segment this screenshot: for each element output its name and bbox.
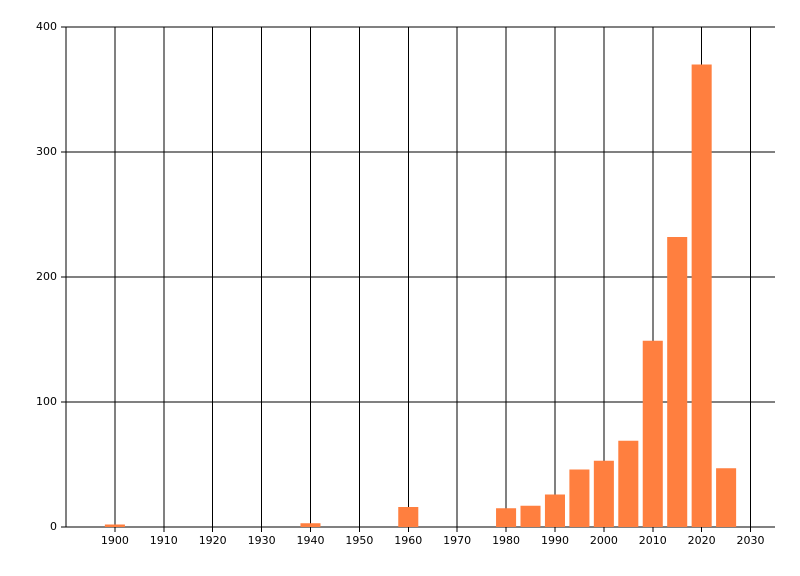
bar — [691, 64, 712, 527]
bar — [520, 505, 541, 527]
bar — [593, 460, 614, 527]
x-tick-label: 1930 — [248, 534, 276, 547]
x-tick-label: 1960 — [394, 534, 422, 547]
bar — [642, 340, 663, 527]
y-tick-label: 0 — [50, 520, 57, 533]
y-tick-label: 400 — [36, 20, 57, 33]
y-tick-label: 300 — [36, 145, 57, 158]
x-tick-label: 1980 — [492, 534, 520, 547]
bar — [569, 469, 590, 527]
bar — [544, 494, 565, 527]
bar — [300, 523, 321, 527]
bar — [398, 507, 419, 527]
bar — [667, 237, 688, 527]
x-tick-label: 2030 — [737, 534, 765, 547]
x-tick-label: 2020 — [688, 534, 716, 547]
x-tick-label: 1940 — [296, 534, 324, 547]
bar — [618, 440, 639, 527]
x-tick-label: 1920 — [199, 534, 227, 547]
x-tick-label: 1900 — [101, 534, 129, 547]
x-tick-label: 1910 — [150, 534, 178, 547]
x-tick-label: 1990 — [541, 534, 569, 547]
x-tick-label: 1950 — [345, 534, 373, 547]
bar — [716, 468, 737, 527]
y-tick-label: 100 — [36, 395, 57, 408]
x-tick-label: 1970 — [443, 534, 471, 547]
y-tick-label: 200 — [36, 270, 57, 283]
bar — [104, 524, 125, 527]
x-tick-label: 2000 — [590, 534, 618, 547]
x-tick-label: 2010 — [639, 534, 667, 547]
bar — [496, 508, 517, 527]
